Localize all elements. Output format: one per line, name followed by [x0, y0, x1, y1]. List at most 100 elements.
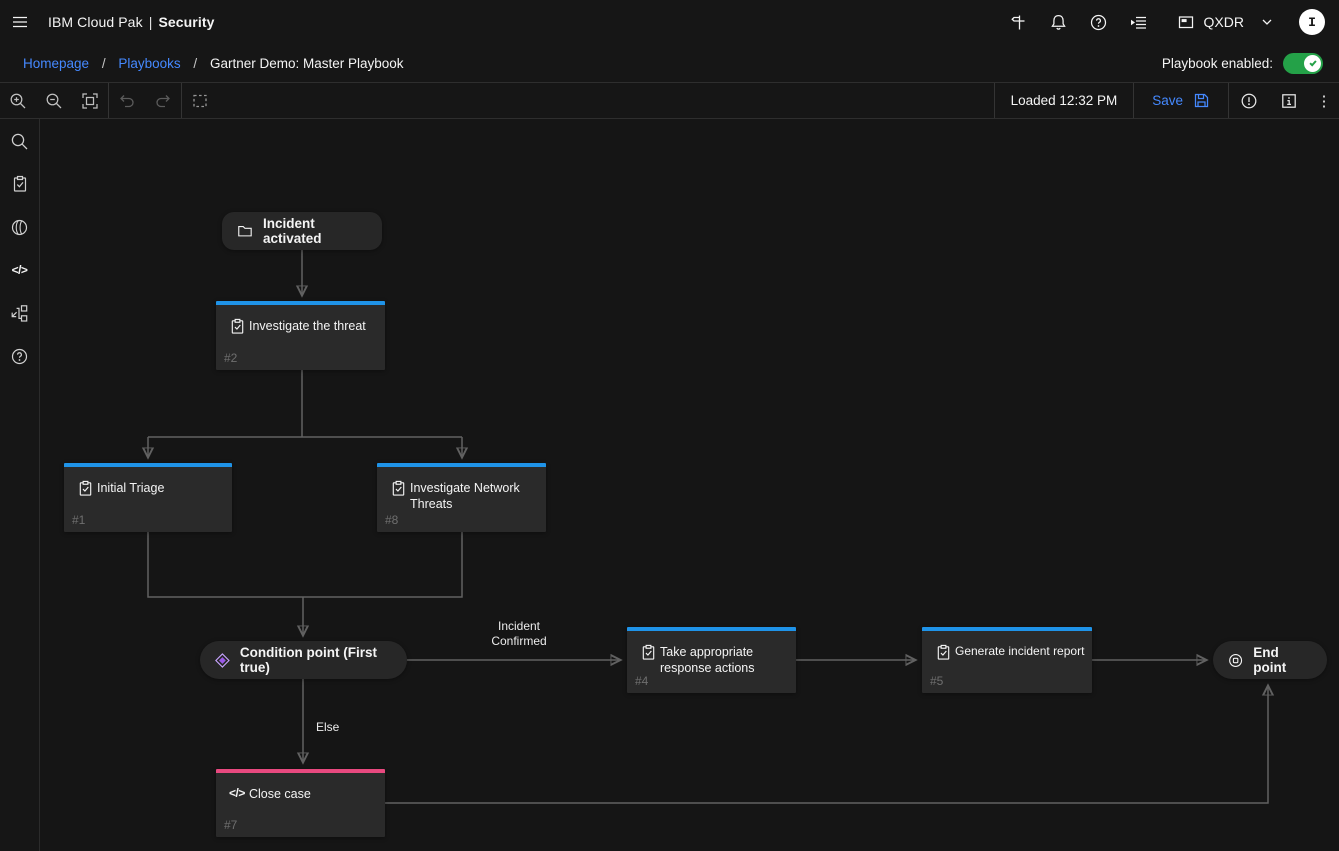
- node-number: #1: [72, 513, 86, 527]
- node-initial-triage[interactable]: Initial Triage #1: [64, 463, 232, 532]
- edge-label-incident-confirmed: Incident Confirmed: [491, 619, 547, 648]
- breadcrumb: Homepage / Playbooks / Gartner Demo: Mas…: [23, 56, 404, 71]
- node-number: #8: [385, 513, 399, 527]
- flyout-menu-button[interactable]: [1119, 0, 1159, 44]
- node-investigate-network-threats[interactable]: Investigate Network Threats #8: [377, 463, 546, 532]
- palette-subflow-button[interactable]: [1, 293, 39, 333]
- zoom-out-button[interactable]: [36, 83, 72, 118]
- redo-button[interactable]: [145, 83, 181, 118]
- canvas-toolbar: Loaded 12:32 PM Save: [0, 82, 1339, 119]
- search-icon: [11, 133, 28, 149]
- zoom-out-icon: [46, 93, 62, 108]
- node-investigate-the-threat[interactable]: Investigate the threat #2: [216, 301, 385, 370]
- help-icon: [1090, 14, 1107, 30]
- node-label: Close case: [249, 787, 311, 801]
- playbook-enabled-label: Playbook enabled:: [1161, 55, 1273, 71]
- clipboard-check-icon: [935, 644, 952, 661]
- clipboard-check-icon: [390, 480, 407, 497]
- node-label: Initial Triage: [97, 481, 165, 495]
- condition-diamond-icon: [215, 652, 230, 668]
- node-number: #4: [635, 674, 649, 688]
- palette-search-button[interactable]: [1, 121, 39, 161]
- breadcrumb-link-homepage[interactable]: Homepage: [23, 55, 90, 71]
- account-label: QXDR: [1203, 14, 1244, 30]
- flyout-menu-icon: [1131, 16, 1147, 29]
- info-button[interactable]: [1269, 83, 1309, 118]
- toolbar-divider: [993, 83, 995, 118]
- zoom-in-icon: [10, 93, 26, 108]
- bell-icon: [1051, 14, 1066, 30]
- title-separator: |: [148, 14, 153, 30]
- toolbar-divider: [108, 83, 109, 118]
- undo-button[interactable]: [109, 83, 145, 118]
- node-label: Investigate Network Threats: [410, 481, 520, 512]
- app-title: IBM Cloud Pak | Security: [48, 14, 215, 30]
- hamburger-icon: [13, 16, 27, 28]
- fit-to-screen-icon: [82, 92, 98, 109]
- node-generate-incident-report[interactable]: Generate incident report #5: [922, 627, 1092, 693]
- toolbar-divider: [181, 83, 182, 118]
- node-end-point[interactable]: End point: [1213, 641, 1327, 679]
- edge-merge: [147, 532, 463, 598]
- node-close-case[interactable]: </> Close case #7: [216, 769, 385, 837]
- kebab-icon: ⋮: [1316, 92, 1332, 110]
- breadcrumb-bar: Homepage / Playbooks / Gartner Demo: Mas…: [0, 44, 1339, 82]
- zoom-in-button[interactable]: [0, 83, 36, 118]
- node-label: Incident activated: [262, 216, 322, 246]
- help-button[interactable]: [1079, 0, 1119, 44]
- clipboard-check-icon: [640, 644, 657, 661]
- undo-icon: [120, 94, 134, 107]
- redo-icon: [156, 94, 170, 107]
- left-palette: </>: [0, 119, 40, 851]
- node-label: Condition point (First true): [239, 645, 378, 675]
- palette-help-button[interactable]: [1, 336, 39, 376]
- toolbar-divider: [1228, 83, 1229, 118]
- save-label: Save: [1152, 93, 1183, 108]
- fit-to-screen-button[interactable]: [72, 83, 108, 118]
- notifications-button[interactable]: [1039, 0, 1079, 44]
- playbook-enabled-toggle[interactable]: [1283, 52, 1323, 74]
- avatar-initial: I: [1308, 14, 1316, 30]
- node-condition-point[interactable]: Condition point (First true): [200, 641, 407, 679]
- breadcrumb-separator: /: [101, 55, 106, 71]
- clipboard-check-icon: [229, 318, 246, 335]
- avatar[interactable]: I: [1299, 9, 1325, 35]
- edge-label-else: Else: [316, 720, 340, 734]
- clipboard-check-icon: [11, 175, 29, 193]
- workspace: </>: [0, 119, 1339, 851]
- end-point-icon: [1229, 653, 1243, 667]
- info-square-icon: [1282, 93, 1296, 108]
- brand-name: IBM Cloud Pak: [48, 14, 143, 30]
- clipboard-check-icon: [77, 480, 94, 497]
- help-icon: [11, 348, 28, 364]
- edge-close-to-end: [385, 686, 1268, 804]
- edge-investigate-split: [148, 370, 462, 438]
- code-icon: </>: [11, 263, 28, 277]
- palette-tasks-button[interactable]: [1, 164, 39, 204]
- overflow-menu-button[interactable]: ⋮: [1309, 83, 1339, 118]
- save-button[interactable]: Save: [1134, 83, 1228, 118]
- check-icon: [1308, 60, 1317, 67]
- product-name: Security: [158, 14, 215, 30]
- globe-icon: [11, 219, 28, 235]
- subflow-icon: [11, 304, 28, 322]
- node-number: #7: [224, 818, 238, 832]
- playbook-enabled-control: Playbook enabled:: [1161, 52, 1323, 74]
- palette-scripts-button[interactable]: </>: [1, 250, 39, 290]
- node-incident-activated[interactable]: Incident activated: [222, 212, 382, 250]
- hamburger-menu-button[interactable]: [0, 0, 40, 44]
- palette-apps-button[interactable]: [1, 207, 39, 247]
- node-label: Generate incident report: [955, 644, 1085, 658]
- loaded-status: Loaded 12:32 PM: [1010, 93, 1118, 108]
- signpost-button[interactable]: [999, 0, 1039, 44]
- application-icon: [1178, 16, 1193, 29]
- playbook-canvas[interactable]: Incident activated Investigate the threa…: [40, 119, 1339, 851]
- account-switcher[interactable]: QXDR: [1165, 0, 1285, 44]
- signpost-icon: [1011, 15, 1025, 29]
- breadcrumb-link-playbooks[interactable]: Playbooks: [118, 55, 181, 71]
- marquee-select-button[interactable]: [182, 83, 218, 118]
- warnings-button[interactable]: [1229, 83, 1269, 118]
- node-take-response-actions[interactable]: Take appropriate response actions #4: [627, 627, 796, 693]
- header: IBM Cloud Pak | Security: [0, 0, 1339, 44]
